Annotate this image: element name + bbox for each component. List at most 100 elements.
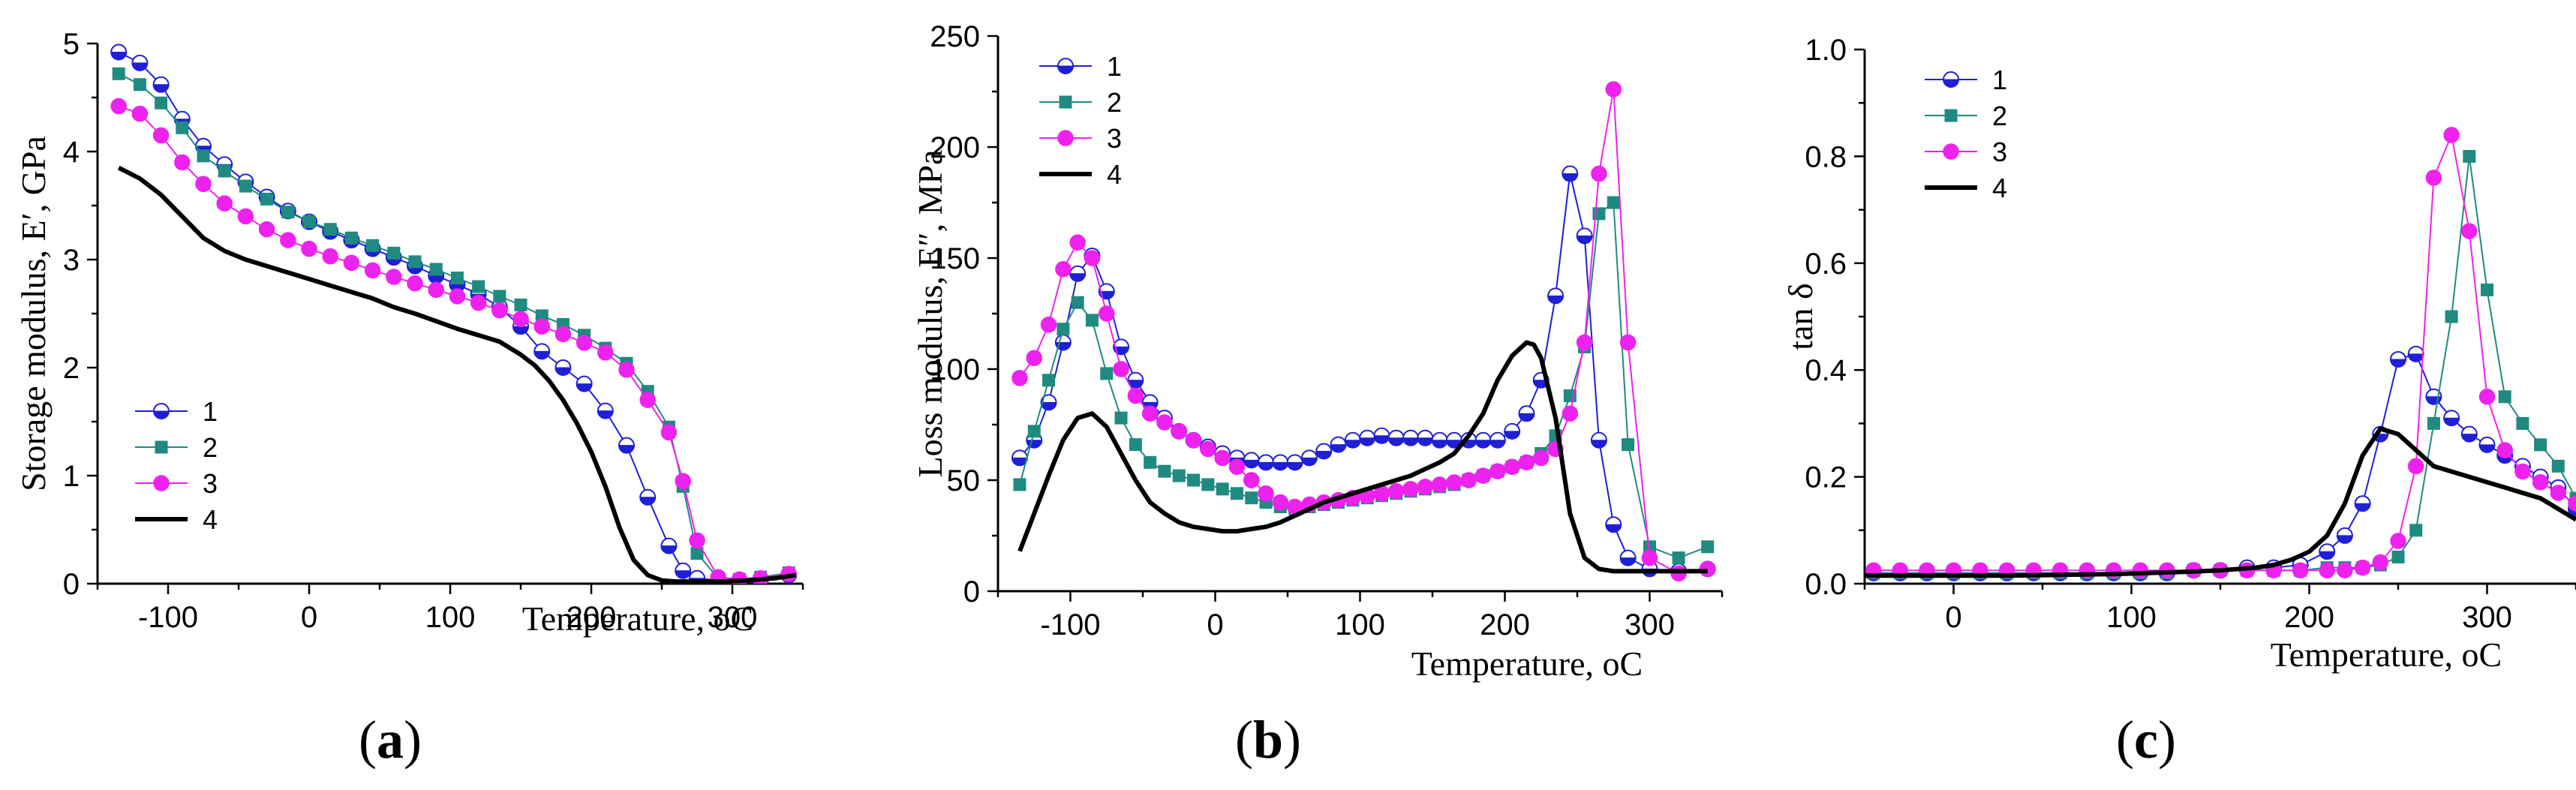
- legend-swatch-marker: [153, 403, 170, 419]
- data-point: [1099, 305, 1115, 322]
- data-point: [472, 280, 485, 293]
- data-point: [1129, 438, 1142, 452]
- data-point: [2516, 416, 2529, 430]
- data-point: [302, 215, 316, 229]
- y-tick-label: 50: [947, 464, 981, 497]
- data-point: [2551, 459, 2565, 473]
- data-point: [1245, 491, 1258, 505]
- plot-area-a: -100 0 100 200 300 0 1 2 3 4 5 1 2 3 4: [63, 28, 804, 634]
- data-point: [1085, 314, 1099, 327]
- data-point: [449, 288, 466, 305]
- data-point: [1027, 425, 1041, 438]
- data-point: [2463, 149, 2476, 163]
- y-tick-label: 1: [63, 460, 80, 493]
- legend-swatch-marker: [1057, 130, 1074, 146]
- legend-item-2: 2: [1039, 87, 1122, 118]
- data-point: [470, 294, 487, 311]
- data-point: [1156, 414, 1173, 431]
- data-point: [176, 121, 189, 134]
- data-point: [2478, 436, 2496, 453]
- series-2: [1867, 149, 2576, 580]
- data-point: [239, 179, 252, 193]
- x-tick-label: 300: [708, 601, 758, 634]
- data-point: [133, 78, 146, 92]
- data-point: [343, 254, 360, 272]
- data-point: [2568, 495, 2576, 512]
- data-point: [1576, 334, 1593, 351]
- series-4: [1865, 426, 2576, 578]
- series-3: [1865, 127, 2576, 578]
- data-point: [131, 105, 149, 122]
- data-point: [386, 269, 402, 285]
- data-point: [1214, 449, 1231, 467]
- data-point: [597, 402, 614, 419]
- data-point: [1359, 429, 1376, 446]
- data-point: [1474, 431, 1492, 449]
- data-point: [1619, 334, 1637, 351]
- data-point: [1431, 476, 1448, 493]
- data-point: [1701, 540, 1715, 554]
- legend-swatch-marker: [1943, 143, 1959, 160]
- panel-label-c-open: (: [2116, 710, 2134, 770]
- ylabel-b: Loss modulus, E″, MPa: [911, 149, 949, 477]
- data-point: [1011, 449, 1028, 467]
- data-point: [1489, 431, 1506, 449]
- data-point: [2443, 410, 2460, 427]
- x-tick-label: 300: [1625, 608, 1675, 641]
- data-point: [344, 231, 358, 245]
- data-point: [1171, 423, 1187, 440]
- y-tick-label: 100: [930, 353, 980, 386]
- data-point: [2337, 562, 2353, 578]
- data-point: [2407, 345, 2424, 362]
- panel-label-b-open: (: [1235, 710, 1253, 770]
- data-point: [1243, 452, 1260, 469]
- data-point: [1607, 196, 1620, 209]
- legend: 1 2 3 4: [1925, 65, 2007, 203]
- x-tick-label: 200: [2284, 601, 2334, 634]
- data-point: [323, 223, 337, 236]
- data-point: [2550, 485, 2567, 501]
- data-point: [2425, 170, 2442, 186]
- data-point: [2390, 350, 2406, 368]
- data-point: [1518, 454, 1535, 471]
- legend-item-4: 4: [1925, 173, 2007, 203]
- data-point: [1533, 449, 1550, 467]
- legend-label: 2: [203, 432, 218, 463]
- ylabel-a: Storage modulus, E′, GPa: [14, 136, 53, 491]
- data-point: [2390, 533, 2406, 549]
- panel-label-a-close: ): [404, 710, 422, 770]
- data-point: [514, 298, 528, 311]
- data-point: [2443, 127, 2460, 143]
- data-point: [1672, 551, 1685, 565]
- xlabel-b: Temperature, oC: [1411, 644, 1643, 683]
- legend-label: 1: [203, 396, 218, 427]
- legend-label: 2: [1992, 101, 2007, 131]
- data-point: [1084, 250, 1101, 266]
- data-point: [195, 176, 212, 192]
- y-tick-label: 1.0: [1805, 34, 1847, 67]
- legend-item-3: 3: [135, 468, 218, 499]
- data-point: [1402, 429, 1420, 446]
- data-point: [1098, 283, 1115, 300]
- data-point: [1489, 463, 1506, 479]
- data-point: [1071, 296, 1084, 309]
- panel-label-c-letter: c: [2134, 710, 2158, 770]
- series-group: [110, 44, 798, 584]
- data-point: [407, 275, 423, 292]
- data-point: [1172, 469, 1186, 482]
- series-line-4: [1865, 426, 2576, 578]
- x-tick-label: 100: [1335, 608, 1385, 641]
- y-tick-label: 150: [930, 242, 980, 275]
- legend-label: 2: [1107, 87, 1122, 118]
- series-3: [1011, 81, 1716, 582]
- data-point: [280, 232, 296, 248]
- data-point: [1158, 464, 1171, 478]
- data-point: [639, 488, 657, 506]
- x-tick-label: 300: [2462, 601, 2512, 634]
- data-point: [1619, 549, 1637, 566]
- data-point: [1011, 370, 1028, 386]
- series-4: [117, 165, 797, 584]
- legend-item-2: 2: [135, 432, 218, 463]
- data-point: [1187, 473, 1201, 487]
- y-tick-label: 5: [63, 28, 80, 61]
